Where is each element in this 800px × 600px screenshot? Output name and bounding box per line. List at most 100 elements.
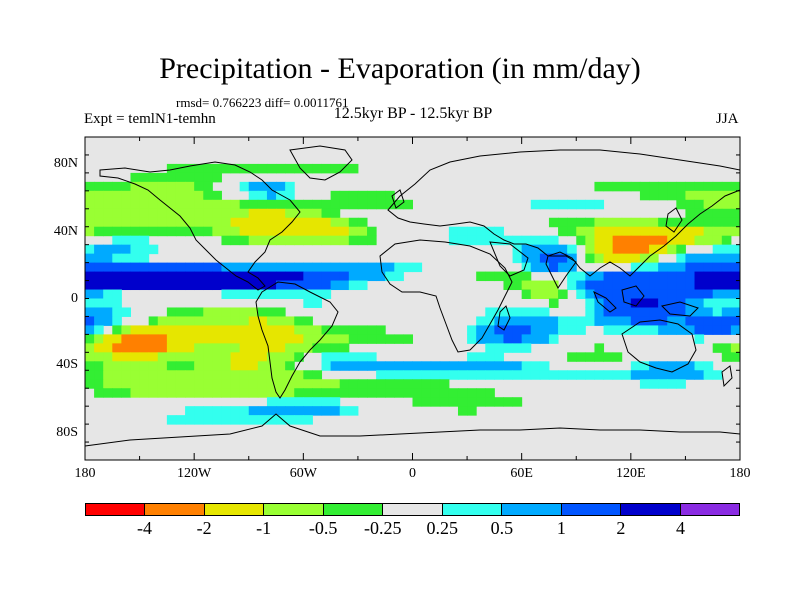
field-cell — [239, 316, 250, 326]
field-cell — [539, 361, 550, 371]
field-cell — [685, 370, 696, 380]
field-cell — [612, 370, 623, 380]
field-cell — [612, 244, 623, 255]
field-cell — [248, 289, 259, 299]
field-cell — [649, 361, 659, 371]
field-cell — [376, 325, 386, 335]
field-cell — [639, 298, 650, 308]
coast-north-america — [99, 161, 301, 291]
field-cell — [121, 370, 131, 380]
field-cell — [130, 334, 141, 344]
field-cell — [257, 262, 268, 273]
field-cell — [430, 361, 441, 371]
field-cell — [230, 163, 241, 174]
field-cell — [285, 370, 295, 380]
field-cell — [521, 289, 532, 299]
field-cell — [621, 289, 632, 299]
field-cell — [685, 361, 696, 371]
field-cell — [730, 307, 741, 317]
coast-africa — [379, 239, 513, 353]
field-cell — [212, 388, 222, 398]
field-cell — [239, 325, 250, 335]
field-cell — [612, 253, 623, 264]
field-cell — [194, 226, 204, 237]
field-cell — [494, 352, 504, 362]
field-cell — [212, 208, 222, 219]
field-cell — [239, 208, 250, 219]
field-cell — [512, 334, 523, 344]
field-cell — [658, 361, 668, 371]
field-cell — [266, 181, 277, 192]
colorbar-box — [264, 504, 324, 515]
field-cell — [121, 334, 131, 344]
field-cell — [630, 235, 641, 246]
field-cell — [121, 343, 131, 353]
field-cell — [266, 415, 277, 425]
field-cell — [276, 379, 286, 389]
field-cell — [721, 289, 732, 299]
field-cell — [312, 262, 323, 273]
field-cell — [148, 226, 159, 237]
field-cell — [94, 226, 104, 237]
field-cell — [239, 199, 250, 210]
field-cell — [112, 325, 122, 335]
field-cell — [439, 361, 450, 371]
field-cell — [667, 217, 677, 228]
field-cell — [112, 262, 122, 273]
field-cell — [357, 217, 368, 228]
field-cell — [212, 199, 222, 210]
field-cell — [539, 325, 550, 335]
field-cell — [694, 253, 705, 264]
field-cell — [130, 325, 141, 335]
field-cell — [248, 325, 259, 335]
field-cell — [157, 217, 168, 228]
field-cell — [203, 226, 213, 237]
field-cell — [212, 172, 222, 183]
field-cell — [239, 262, 250, 273]
colorbar-box — [561, 504, 622, 515]
field-cell — [185, 415, 195, 425]
field-cell — [321, 163, 332, 174]
field-cell — [567, 325, 577, 335]
field-cell — [503, 325, 514, 335]
colorbar-label: 1 — [556, 518, 566, 538]
field-cell — [276, 208, 286, 219]
field-cell — [112, 190, 122, 201]
field-cell — [185, 352, 195, 362]
field-cell — [239, 379, 250, 389]
field-cell — [485, 343, 495, 353]
field-cell — [521, 316, 532, 326]
field-cell — [376, 334, 386, 344]
field-cell — [294, 235, 304, 246]
field-cell — [348, 235, 359, 246]
colorbar-label: 0.25 — [426, 518, 459, 538]
field-cell — [194, 334, 204, 344]
field-cell — [730, 244, 741, 255]
field-cell — [157, 280, 168, 291]
field-cell — [203, 352, 213, 362]
field-cell — [157, 271, 168, 282]
field-cell — [166, 343, 177, 353]
field-cell — [658, 217, 668, 228]
field-cell — [567, 370, 577, 380]
field-cell — [530, 370, 541, 380]
field-cell — [439, 370, 450, 380]
field-cell — [330, 235, 341, 246]
field-cell — [730, 190, 741, 201]
field-cell — [330, 226, 341, 237]
field-cell — [257, 163, 268, 174]
field-cell — [276, 334, 286, 344]
field-cell — [203, 208, 213, 219]
field-cell — [558, 217, 568, 228]
field-cell — [130, 244, 141, 255]
field-cell — [639, 244, 650, 255]
field-cell — [658, 379, 668, 389]
field-cell — [85, 226, 95, 237]
field-cell — [121, 199, 131, 210]
field-cell — [203, 379, 213, 389]
field-cell — [294, 343, 304, 353]
field-cell — [685, 235, 696, 246]
field-cell — [467, 388, 477, 398]
field-cell — [157, 262, 168, 273]
field-cell — [639, 307, 650, 317]
